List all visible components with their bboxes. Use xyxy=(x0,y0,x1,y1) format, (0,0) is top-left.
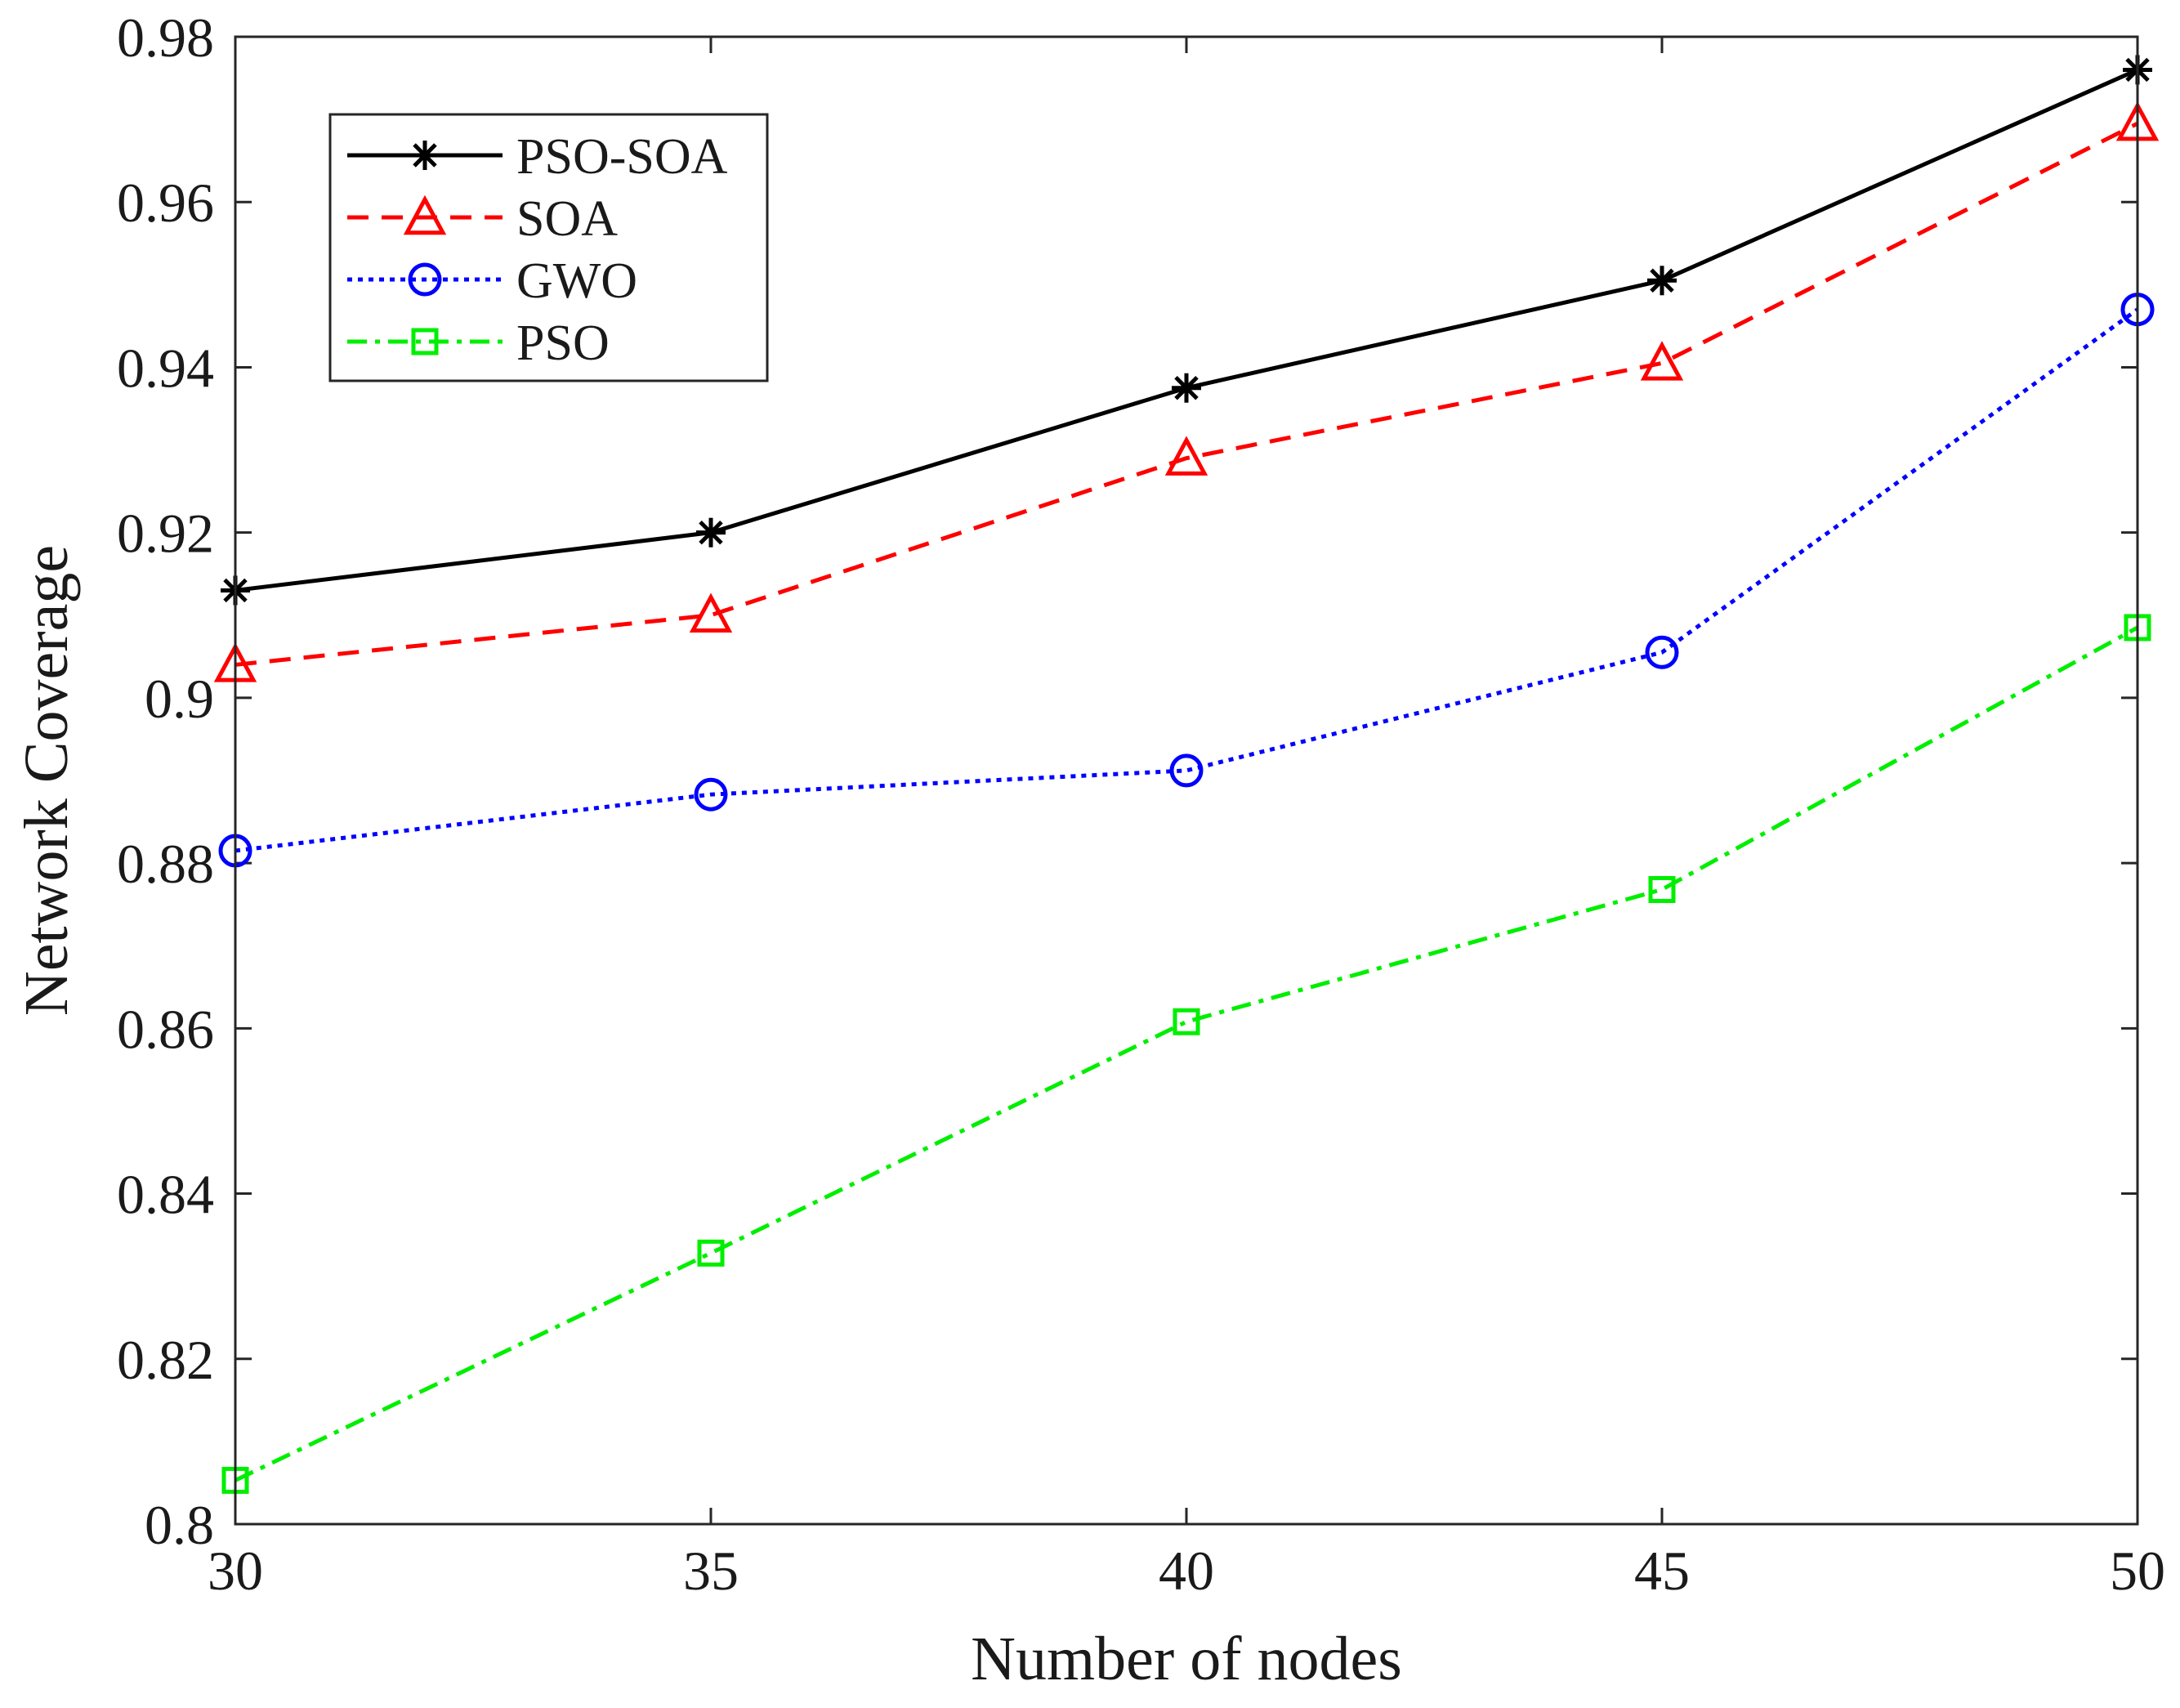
legend: PSO-SOA SOA GWO PSO xyxy=(328,113,769,382)
y-axis-label: Network Coverage xyxy=(12,545,81,1016)
y-tick-label: 0.94 xyxy=(117,337,214,399)
data-point-soa xyxy=(1164,436,1208,476)
series-gwo xyxy=(218,293,2155,868)
legend-marker-pso xyxy=(411,328,439,355)
data-point-pso xyxy=(1173,1008,1200,1035)
legend-item-gwo: GWO xyxy=(347,253,637,309)
y-tick-label: 0.84 xyxy=(117,1164,214,1226)
x-tick-label: 35 xyxy=(683,1540,739,1602)
x-tick-label: 45 xyxy=(1634,1540,1690,1602)
series-line-soa xyxy=(235,121,2139,667)
data-point-gwo xyxy=(1169,753,1204,788)
legend-item-pso: PSO xyxy=(347,315,610,371)
data-point-pso-soa xyxy=(1647,266,1677,296)
y-tick-label: 0.8 xyxy=(145,1494,214,1556)
x-tick-label: 50 xyxy=(2110,1540,2165,1602)
data-point-pso xyxy=(1648,875,1676,903)
data-point-pso-soa xyxy=(1172,373,1201,403)
y-tick-label: 0.96 xyxy=(117,172,214,234)
legend-marker-soa xyxy=(403,194,447,235)
data-point-pso xyxy=(697,1239,725,1267)
x-tick-label: 40 xyxy=(1159,1540,1214,1602)
series-layer xyxy=(213,55,2160,1494)
legend-label-gwo: GWO xyxy=(516,253,637,309)
y-tick-label: 0.88 xyxy=(117,833,214,895)
y-tick-label: 0.92 xyxy=(117,503,214,565)
data-point-soa xyxy=(689,592,733,633)
x-tick-label: 30 xyxy=(208,1540,263,1602)
y-tick-label: 0.9 xyxy=(145,668,214,730)
data-point-soa xyxy=(1640,341,1684,381)
y-tick-label: 0.82 xyxy=(117,1329,214,1391)
legend-box xyxy=(328,113,769,382)
data-point-gwo xyxy=(694,777,728,812)
y-tick-label: 0.86 xyxy=(117,998,214,1060)
plot-area-frame xyxy=(234,35,2139,1526)
legend-label-soa: SOA xyxy=(516,191,618,247)
legend-item-soa: SOA xyxy=(347,191,618,247)
series-line-gwo xyxy=(235,307,2139,853)
data-point-gwo xyxy=(1645,635,1679,669)
legend-item-pso-soa: PSO-SOA xyxy=(347,129,728,185)
legend-marker-gwo xyxy=(408,262,442,297)
x-axis-label: Number of nodes xyxy=(971,1625,1402,1693)
legend-marker-pso-soa xyxy=(410,141,440,170)
legend-label-pso: PSO xyxy=(516,315,610,371)
series-line-pso xyxy=(234,625,2139,1482)
y-tick-label: 0.98 xyxy=(117,7,214,69)
y-tick-labels: 0.8 0.82 0.84 0.86 0.88 0.9 0.92 0.94 0.96 0.98 xyxy=(117,7,214,1556)
x-tick-labels: 30 35 40 45 50 xyxy=(208,1540,2165,1602)
legend-label-pso-soa: PSO-SOA xyxy=(516,129,728,185)
data-point-pso-soa xyxy=(696,517,726,548)
